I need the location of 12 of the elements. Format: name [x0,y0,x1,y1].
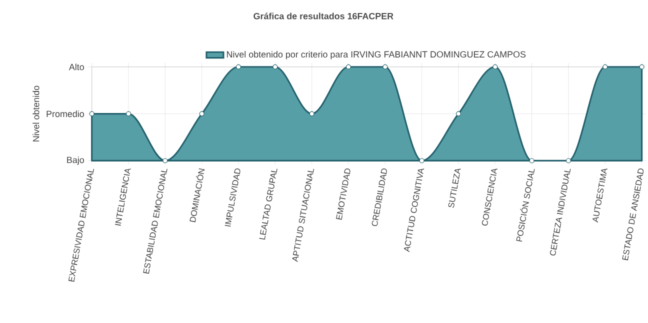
x-tick-label: POSICIÓN SOCIAL [516,168,535,242]
x-tick-label: ACTITUD COGNITIVA [404,168,424,252]
y-axis-title: Nivel obtenido [32,86,40,142]
legend-label: Nivel obtenido por criterio para IRVING FABIANNT DOMINGUEZ CAMPOS [226,50,526,60]
x-tick-label: ESTADO DE ANSIEDAD [622,168,644,260]
text: Alto [68,63,84,70]
chart-title: Gráfica de resultados 16FACPER [254,12,394,20]
text: Bajo [67,156,84,165]
x-tick-label: CERTEZA INDIVIDUAL [550,168,571,256]
x-tick-label: SUTILEZA [448,168,461,208]
text: Promedio [46,110,84,117]
x-tick-label: LEALTAD GRUPAL [259,168,278,240]
